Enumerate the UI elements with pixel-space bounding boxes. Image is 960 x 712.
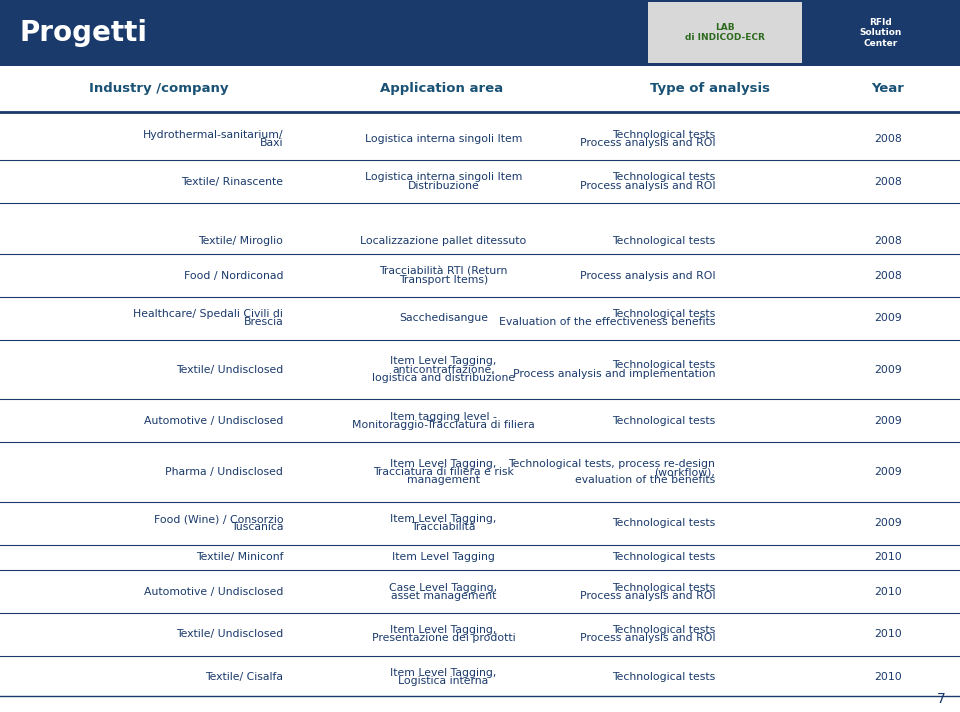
- Text: Logistica interna singoli Item: Logistica interna singoli Item: [365, 172, 522, 182]
- Text: Case Level Tagging,: Case Level Tagging,: [390, 582, 497, 592]
- Text: Technological tests: Technological tests: [612, 360, 715, 370]
- Text: Tuscanica: Tuscanica: [230, 523, 283, 533]
- Text: Process analysis and ROI: Process analysis and ROI: [580, 181, 715, 191]
- Text: Technological tests: Technological tests: [612, 236, 715, 246]
- Text: Automotive / Undisclosed: Automotive / Undisclosed: [144, 587, 283, 597]
- Text: Food (Wine) / Consorzio: Food (Wine) / Consorzio: [154, 514, 283, 524]
- Text: Item Level Tagging,: Item Level Tagging,: [391, 356, 496, 367]
- Text: asset management: asset management: [391, 591, 496, 601]
- Text: Food / Nordiconad: Food / Nordiconad: [183, 271, 283, 281]
- Text: Baxi: Baxi: [260, 138, 283, 148]
- Text: 2009: 2009: [875, 365, 901, 375]
- Text: Year: Year: [872, 82, 904, 95]
- Text: Textile/ Undisclosed: Textile/ Undisclosed: [176, 365, 283, 375]
- Text: Technological tests: Technological tests: [612, 172, 715, 182]
- Text: 2008: 2008: [875, 236, 901, 246]
- Text: Textile/ Undisclosed: Textile/ Undisclosed: [176, 629, 283, 639]
- FancyBboxPatch shape: [648, 2, 802, 63]
- Text: Technological tests: Technological tests: [612, 582, 715, 592]
- Text: Automotive / Undisclosed: Automotive / Undisclosed: [144, 416, 283, 426]
- Text: Pharma / Undisclosed: Pharma / Undisclosed: [165, 467, 283, 477]
- Text: Textile/ Cisalfa: Textile/ Cisalfa: [205, 672, 283, 682]
- Text: Tracciabilità RTI (Return: Tracciabilità RTI (Return: [379, 266, 508, 276]
- Text: Technological tests, process re-design: Technological tests, process re-design: [509, 459, 715, 469]
- Text: Industry /company: Industry /company: [88, 82, 228, 95]
- Text: Textile/ Rinascente: Textile/ Rinascente: [181, 177, 283, 187]
- Text: Technological tests: Technological tests: [612, 416, 715, 426]
- Text: RFId
Solution
Center: RFId Solution Center: [859, 18, 901, 48]
- Text: management: management: [407, 475, 480, 486]
- Text: 2009: 2009: [875, 518, 901, 528]
- Text: 2010: 2010: [875, 553, 901, 562]
- Text: Logistica interna: Logistica interna: [398, 676, 489, 686]
- Text: Logistica interna singoli Item: Logistica interna singoli Item: [365, 134, 522, 144]
- Text: Localizzazione pallet ditessuto: Localizzazione pallet ditessuto: [360, 236, 527, 246]
- FancyBboxPatch shape: [806, 2, 955, 63]
- Text: Process analysis and ROI: Process analysis and ROI: [580, 634, 715, 644]
- Text: Evaluation of the effectiveness benefits: Evaluation of the effectiveness benefits: [499, 318, 715, 328]
- Text: 2009: 2009: [875, 416, 901, 426]
- Text: 2009: 2009: [875, 467, 901, 477]
- Text: Brescia: Brescia: [244, 318, 283, 328]
- Text: Process analysis and implementation: Process analysis and implementation: [513, 369, 715, 379]
- Text: Technological tests: Technological tests: [612, 625, 715, 635]
- Text: Type of analysis: Type of analysis: [651, 82, 770, 95]
- Text: 2009: 2009: [875, 313, 901, 323]
- Text: Process analysis and ROI: Process analysis and ROI: [580, 138, 715, 148]
- FancyBboxPatch shape: [0, 0, 960, 66]
- Text: Healthcare/ Spedali Civili di: Healthcare/ Spedali Civili di: [133, 309, 283, 319]
- Text: Technological tests: Technological tests: [612, 309, 715, 319]
- Text: Technological tests: Technological tests: [612, 518, 715, 528]
- Text: Monitoraggio-Tracciatura di filiera: Monitoraggio-Tracciatura di filiera: [352, 420, 535, 430]
- Text: Textile/ Miroglio: Textile/ Miroglio: [199, 236, 283, 246]
- Text: Process analysis and ROI: Process analysis and ROI: [580, 271, 715, 281]
- Text: anticontraffazione,: anticontraffazione,: [392, 365, 495, 375]
- Text: Transport Items): Transport Items): [399, 275, 488, 285]
- Text: Process analysis and ROI: Process analysis and ROI: [580, 591, 715, 601]
- Text: logistica and distribuzione: logistica and distribuzione: [372, 372, 516, 383]
- Text: (workflow),: (workflow),: [655, 467, 715, 477]
- Text: Presentazione dei prodotti: Presentazione dei prodotti: [372, 634, 516, 644]
- Text: LAB
di INDICOD-ECR: LAB di INDICOD-ECR: [684, 23, 765, 43]
- Text: Technological tests: Technological tests: [612, 553, 715, 562]
- Text: 2008: 2008: [875, 271, 901, 281]
- Text: Textile/ Miniconf: Textile/ Miniconf: [196, 553, 283, 562]
- Text: Item Level Tagging: Item Level Tagging: [392, 553, 495, 562]
- Text: Item tagging level -: Item tagging level -: [390, 412, 497, 422]
- Text: Item Level Tagging,: Item Level Tagging,: [391, 459, 496, 469]
- Text: 7: 7: [937, 692, 946, 706]
- Text: Tracciabilità: Tracciabilità: [411, 523, 476, 533]
- Text: 2008: 2008: [875, 134, 901, 144]
- Text: Application area: Application area: [380, 82, 503, 95]
- Text: Progetti: Progetti: [19, 19, 147, 47]
- Text: Item Level Tagging,: Item Level Tagging,: [391, 668, 496, 678]
- Text: Technological tests: Technological tests: [612, 130, 715, 140]
- Text: Item Level Tagging,: Item Level Tagging,: [391, 625, 496, 635]
- Text: Hydrothermal-sanitarium/: Hydrothermal-sanitarium/: [143, 130, 283, 140]
- Text: Item Level Tagging,: Item Level Tagging,: [391, 514, 496, 524]
- Text: 2010: 2010: [875, 672, 901, 682]
- Text: 2008: 2008: [875, 177, 901, 187]
- Text: 2010: 2010: [875, 629, 901, 639]
- Text: Tracciatura di filiera e risk: Tracciatura di filiera e risk: [373, 467, 514, 477]
- Text: 2010: 2010: [875, 587, 901, 597]
- Text: evaluation of the benefits: evaluation of the benefits: [575, 475, 715, 486]
- Text: Technological tests: Technological tests: [612, 672, 715, 682]
- Text: Distribuzione: Distribuzione: [408, 181, 479, 191]
- Text: Sacchedisangue: Sacchedisangue: [399, 313, 488, 323]
